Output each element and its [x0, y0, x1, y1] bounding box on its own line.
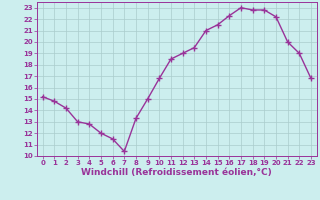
X-axis label: Windchill (Refroidissement éolien,°C): Windchill (Refroidissement éolien,°C) [81, 168, 272, 177]
